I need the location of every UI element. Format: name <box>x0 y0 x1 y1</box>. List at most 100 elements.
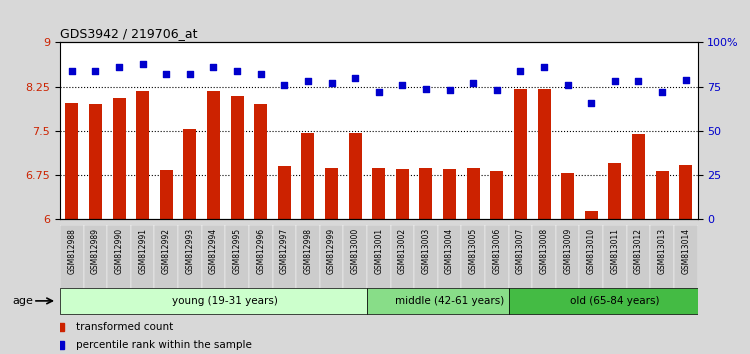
Bar <box>154 225 178 289</box>
Point <box>184 72 196 77</box>
Text: age: age <box>12 296 33 306</box>
Bar <box>202 225 225 289</box>
Bar <box>254 104 267 219</box>
Bar <box>302 133 314 219</box>
Bar <box>230 96 244 219</box>
Bar <box>372 167 386 219</box>
Bar <box>65 103 78 219</box>
Bar <box>443 169 456 219</box>
Bar <box>296 225 320 289</box>
Point <box>490 87 502 93</box>
Bar <box>490 171 503 219</box>
Text: old (65-84 years): old (65-84 years) <box>570 296 659 306</box>
Text: GSM813003: GSM813003 <box>422 228 430 274</box>
Bar <box>580 225 603 289</box>
Bar <box>349 133 361 219</box>
Bar <box>107 225 130 289</box>
Text: GSM812992: GSM812992 <box>162 228 171 274</box>
Bar <box>514 88 527 219</box>
Point <box>350 75 361 81</box>
Text: GSM813012: GSM813012 <box>634 228 643 274</box>
Text: GSM812988: GSM812988 <box>68 228 76 274</box>
Bar <box>485 225 508 289</box>
Point <box>113 64 125 70</box>
Point <box>467 80 479 86</box>
Bar <box>130 225 154 289</box>
Bar <box>112 98 125 219</box>
Bar <box>344 225 367 289</box>
Bar <box>585 211 598 219</box>
Bar <box>325 167 338 219</box>
Bar <box>278 166 291 219</box>
Text: GSM813010: GSM813010 <box>586 228 596 274</box>
Point <box>562 82 574 88</box>
Bar <box>391 225 414 289</box>
Point <box>609 79 621 84</box>
Bar <box>419 167 433 219</box>
Text: transformed count: transformed count <box>76 322 173 332</box>
Point <box>326 80 338 86</box>
Point <box>443 87 455 93</box>
Bar <box>656 171 668 219</box>
Text: GSM813006: GSM813006 <box>492 228 501 274</box>
Bar <box>466 167 480 219</box>
Point <box>420 86 432 91</box>
Text: GSM813008: GSM813008 <box>539 228 548 274</box>
Bar <box>60 225 83 289</box>
Text: middle (42-61 years): middle (42-61 years) <box>395 296 504 306</box>
Text: GSM812989: GSM812989 <box>91 228 100 274</box>
Bar <box>674 225 698 289</box>
Bar <box>178 225 202 289</box>
Bar <box>561 173 574 219</box>
Text: GSM812991: GSM812991 <box>138 228 147 274</box>
Bar <box>532 225 556 289</box>
Text: GSM813000: GSM813000 <box>351 228 360 274</box>
Point <box>656 89 668 95</box>
Text: GSM812993: GSM812993 <box>185 228 194 274</box>
Bar <box>680 165 692 219</box>
Text: GSM812996: GSM812996 <box>256 228 265 274</box>
Bar <box>650 225 674 289</box>
Text: GDS3942 / 219706_at: GDS3942 / 219706_at <box>60 27 197 40</box>
Bar <box>272 225 296 289</box>
Bar <box>367 225 391 289</box>
Bar <box>461 225 485 289</box>
Bar <box>136 91 149 219</box>
Point <box>89 68 101 74</box>
Bar <box>627 225 650 289</box>
Text: GSM812990: GSM812990 <box>115 228 124 274</box>
Bar <box>160 170 172 219</box>
Bar <box>320 225 344 289</box>
Text: GSM813004: GSM813004 <box>445 228 454 274</box>
Text: GSM813014: GSM813014 <box>681 228 690 274</box>
Bar <box>632 134 645 219</box>
Point <box>255 72 267 77</box>
Text: GSM812995: GSM812995 <box>232 228 242 274</box>
Text: percentile rank within the sample: percentile rank within the sample <box>76 340 252 350</box>
Bar <box>538 88 550 219</box>
Text: GSM813009: GSM813009 <box>563 228 572 274</box>
Point <box>680 77 692 82</box>
Bar <box>207 91 220 219</box>
Point <box>208 64 220 70</box>
Text: GSM813013: GSM813013 <box>658 228 667 274</box>
Point <box>160 72 172 77</box>
Text: GSM813007: GSM813007 <box>516 228 525 274</box>
Text: GSM812998: GSM812998 <box>304 228 313 274</box>
Bar <box>249 225 272 289</box>
Bar <box>414 225 438 289</box>
Text: GSM813005: GSM813005 <box>469 228 478 274</box>
Text: GSM813002: GSM813002 <box>398 228 406 274</box>
Point <box>585 100 597 105</box>
Bar <box>183 129 196 219</box>
Point <box>632 79 644 84</box>
Text: GSM812994: GSM812994 <box>209 228 218 274</box>
Point <box>66 68 78 74</box>
Bar <box>608 164 621 219</box>
Bar <box>509 225 532 289</box>
Text: GSM812999: GSM812999 <box>327 228 336 274</box>
Bar <box>60 288 367 314</box>
Point <box>514 68 526 74</box>
Point <box>231 68 243 74</box>
Text: young (19-31 years): young (19-31 years) <box>172 296 278 306</box>
